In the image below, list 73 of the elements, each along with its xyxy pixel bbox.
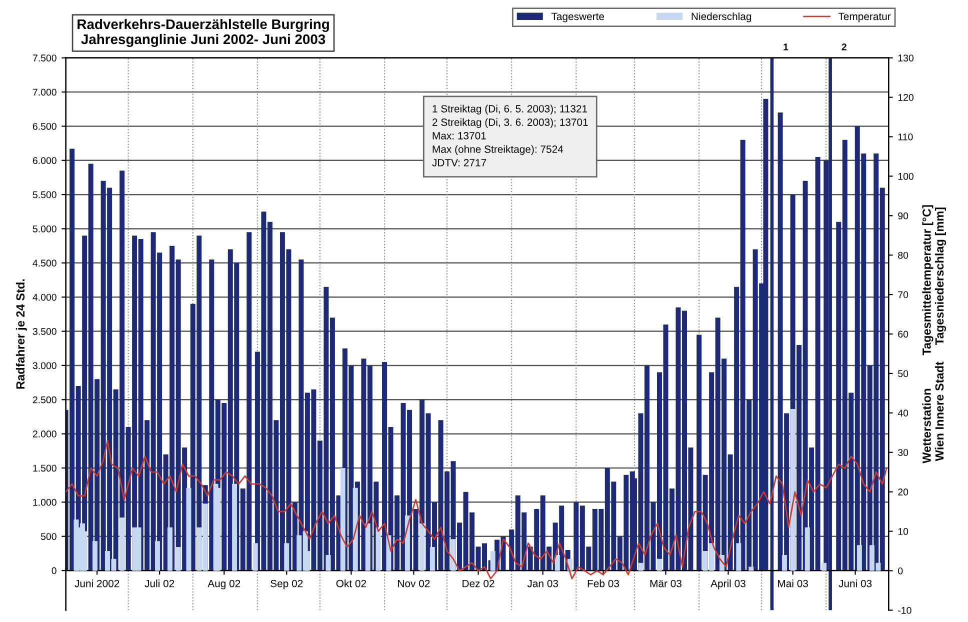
annotation: Max (ohne Streiktage): 7524 (432, 145, 564, 155)
x-tick-label: Feb 03 (588, 580, 620, 588)
y-tick-label: 6.000 (32, 157, 56, 164)
x-tick-label: Okt 02 (336, 580, 366, 588)
y2-tick-label: -10 (898, 606, 912, 614)
y2-tick-label: 130 (898, 54, 914, 62)
y-tick-label: 2.500 (32, 396, 56, 404)
bar (763, 98, 768, 571)
ref-line-label: 1 (784, 44, 788, 50)
y2-tick-label: 50 (898, 370, 908, 378)
x-tick-label: Nov 02 (398, 580, 430, 588)
x-tick-label: Mär 03 (650, 580, 682, 588)
annotation: 2 Streiktag (Di, 3. 6. 2003); 13701 (432, 118, 588, 128)
x-tick-label: Mai 03 (778, 580, 808, 588)
x-tick-label: Jan 03 (527, 580, 558, 588)
y-tick-label: 7.000 (32, 88, 56, 96)
bar (232, 484, 238, 571)
bar (136, 527, 142, 571)
y2-tick-label: 10 (898, 528, 908, 535)
legend-label: Tageswerte (551, 12, 604, 22)
bar (284, 543, 290, 571)
y-tick-label: 0 (52, 567, 56, 574)
y2-tick-label: 60 (898, 330, 908, 338)
bar (365, 523, 370, 571)
y-tick-label: 7.500 (32, 54, 56, 62)
bar (656, 558, 662, 571)
y-tick-label: 1.000 (33, 498, 56, 506)
x-tick-label: April 03 (710, 580, 746, 590)
y-tick-label: 2.000 (32, 430, 56, 438)
y-tick-label: 3.000 (32, 362, 56, 370)
y-tick-label: 4.500 (32, 260, 56, 267)
bar (782, 554, 787, 571)
y-tick-label: 5.000 (32, 225, 56, 232)
y2-tick-label: 110 (898, 133, 913, 140)
y2-axis-title: Wetterstation Tagesmitteltemperatur [°C] Wien Innere Stadt Tagesniederschlag [mm] (922, 205, 946, 464)
y-tick-label: 6.500 (32, 122, 56, 130)
ref-line-label: 2 (842, 43, 846, 50)
annotation: JDTV: 2717 (432, 159, 486, 166)
x-tick-label: Aug 02 (208, 580, 240, 590)
y-tick-label: 3.500 (32, 328, 56, 335)
y-tick-label: 1.500 (33, 464, 56, 472)
bar (822, 562, 827, 571)
y2-tick-label: 30 (898, 449, 908, 456)
x-tick-label: Dez 02 (462, 580, 494, 588)
y-tick-label: 5.500 (32, 191, 56, 198)
bar (176, 547, 181, 571)
y2-tick-label: 70 (898, 291, 908, 298)
bar (736, 543, 742, 571)
y2-tick-label: 80 (898, 252, 908, 259)
y-tick-label: 4.000 (32, 294, 56, 301)
legend-label: Niederschlag (692, 12, 752, 22)
bar (856, 545, 862, 571)
x-tick-label: Juli 02 (144, 580, 174, 588)
x-tick-label: Sep 02 (270, 580, 303, 590)
y2-tick-label: 100 (898, 172, 914, 180)
y2-tick-label: 20 (898, 488, 908, 496)
chart-title: Radverkehrs-Dauerzählstelle Burgring Jahresganglinie Juni 2002- Juni 2003 (78, 18, 329, 47)
bar (326, 554, 331, 571)
bar (154, 541, 160, 571)
y2-tick-label: 0 (898, 567, 903, 574)
bar (252, 543, 258, 571)
annotation: 1 Streiktag (Di, 6. 5. 2003); 11321 (432, 104, 588, 115)
y2-tick-label: 40 (898, 410, 908, 417)
x-tick-label: Juni 03 (838, 580, 872, 588)
y2-tick-label: 90 (898, 212, 908, 220)
x-tick-label: Juni 2002 (74, 580, 120, 588)
legend-label: Temperatur (838, 12, 891, 22)
bar (638, 562, 644, 571)
y-tick-label: 500 (40, 533, 56, 540)
y-axis-title: Radfahrer je 24 Std. (16, 279, 27, 389)
annotation: Max: 13701 (432, 132, 486, 140)
y2-tick-label: 120 (898, 94, 914, 101)
bar (92, 541, 98, 571)
